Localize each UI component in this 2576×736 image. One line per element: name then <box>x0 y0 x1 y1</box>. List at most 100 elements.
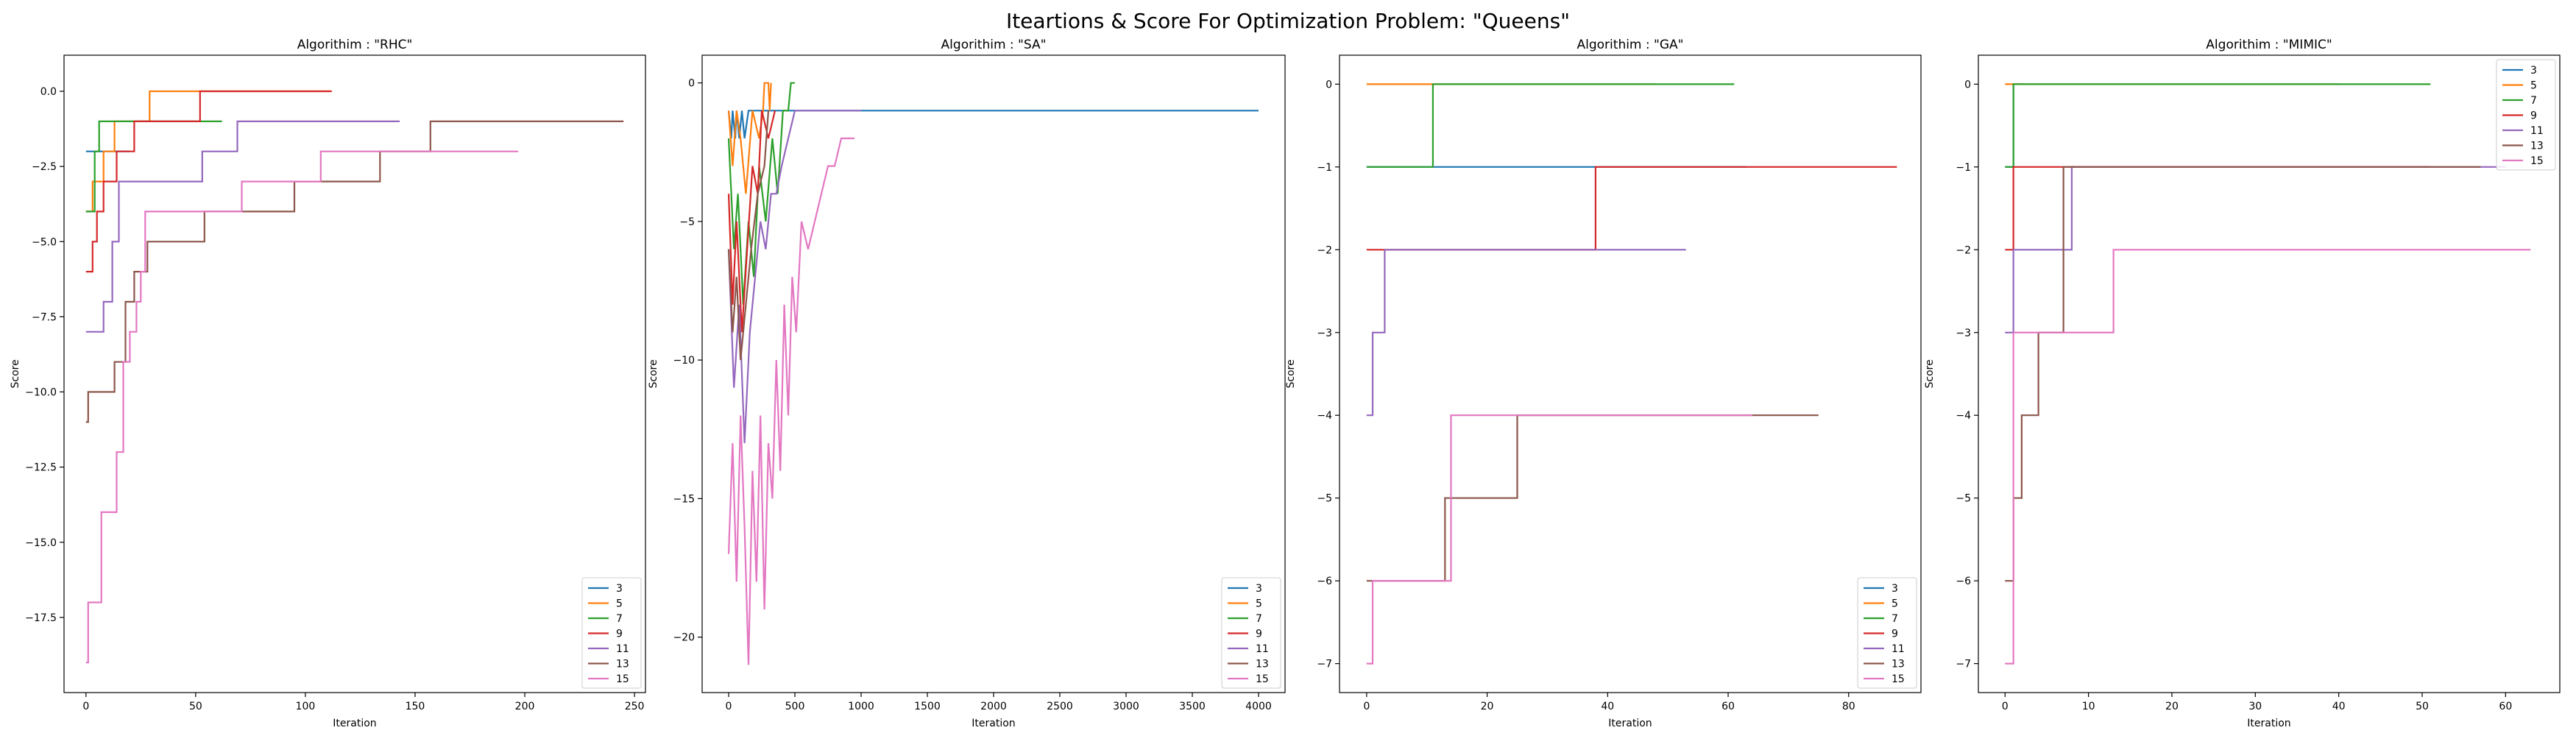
y-tick-label: −6 <box>1956 576 1971 587</box>
y-tick-label: −4 <box>1317 410 1332 422</box>
series-line-9 <box>727 110 776 333</box>
series-line-5 <box>85 90 332 213</box>
x-tick-label: 80 <box>1842 701 1855 712</box>
y-tick-label: 0 <box>688 78 695 90</box>
y-tick-label: −2.5 <box>32 161 57 173</box>
legend-label-13: 13 <box>616 659 629 670</box>
legend-label-13: 13 <box>2530 141 2544 152</box>
legend-label-7: 7 <box>1256 613 1262 625</box>
legend-box <box>1857 577 1917 689</box>
x-tick-label: 50 <box>2416 701 2429 712</box>
subplot-title: Algorithim : "MIMIC" <box>2206 38 2332 52</box>
y-tick-label: −15 <box>673 493 695 505</box>
legend-box <box>2496 59 2556 171</box>
legend-label-13: 13 <box>1892 659 1905 670</box>
legend-label-9: 9 <box>616 629 623 640</box>
series-line-11 <box>85 120 400 333</box>
x-tick-label: 30 <box>2248 701 2262 712</box>
legend-label-15: 15 <box>1256 673 1269 685</box>
figure-title: Iteartions & Score For Optimization Prob… <box>1006 9 1570 33</box>
y-tick-label: −15.0 <box>25 537 57 549</box>
series-line-7 <box>727 82 795 305</box>
x-tick-label: 2000 <box>980 701 1007 712</box>
x-tick-label: 20 <box>1481 701 1494 712</box>
legend-label-13: 13 <box>1256 659 1269 670</box>
y-tick-label: −1 <box>1956 162 1971 174</box>
series-group <box>85 90 624 664</box>
legend-label-5: 5 <box>1256 598 1262 610</box>
legend-label-9: 9 <box>1892 629 1898 640</box>
y-tick-label: −10.0 <box>25 387 57 399</box>
x-axis-label: Iteration <box>333 718 376 729</box>
legend: 3 5 7 9 11 13 15 <box>1857 577 1917 689</box>
x-tick-label: 3000 <box>1113 701 1139 712</box>
y-tick-label: −17.5 <box>25 612 57 624</box>
axes-frame <box>1978 54 2561 693</box>
subplot-title: Algorithim : "RHC" <box>297 38 413 52</box>
y-tick-label: −7.5 <box>32 311 57 323</box>
x-tick-label: 60 <box>1722 701 1735 712</box>
legend-label-5: 5 <box>1892 598 1898 610</box>
y-tick-label: 0 <box>1964 79 1971 91</box>
legend-label-7: 7 <box>2530 95 2537 107</box>
x-tick-label: 0 <box>1363 701 1370 712</box>
legend-label-9: 9 <box>2530 110 2537 122</box>
x-tick-label: 20 <box>2165 701 2179 712</box>
legend-label-15: 15 <box>1892 673 1905 685</box>
legend-label-11: 11 <box>616 643 629 655</box>
y-tick-label: −5.0 <box>32 236 57 248</box>
y-tick-label: −4 <box>1956 410 1971 422</box>
series-line-15 <box>85 150 519 664</box>
legend-label-15: 15 <box>616 673 629 685</box>
y-tick-label: −12.5 <box>25 462 57 474</box>
y-tick-label: −5 <box>679 216 695 228</box>
legend-label-11: 11 <box>1892 643 1905 655</box>
legend: 3 5 7 9 11 13 15 <box>581 577 642 689</box>
legend-label-3: 3 <box>1256 583 1262 595</box>
series-line-5 <box>727 82 772 194</box>
series-line-7 <box>85 120 222 213</box>
y-tick-label: −3 <box>1317 328 1332 339</box>
series-line-15 <box>2005 249 2531 665</box>
legend-label-7: 7 <box>1892 613 1898 625</box>
series-group <box>1366 83 1897 665</box>
legend: 3 5 7 9 11 13 15 <box>1221 577 1281 689</box>
legend-label-15: 15 <box>2530 155 2544 167</box>
series-group <box>2005 83 2531 665</box>
y-axis-label: Score <box>10 359 21 388</box>
axes-frame <box>63 54 646 693</box>
series-line-9 <box>85 90 332 273</box>
x-tick-label: 0 <box>2002 701 2009 712</box>
axes-frame <box>1339 54 1922 693</box>
x-tick-label: 500 <box>785 701 805 712</box>
legend-box <box>581 577 642 689</box>
y-tick-label: −2 <box>1956 244 1971 256</box>
legend-label-3: 3 <box>616 583 623 595</box>
series-line-11 <box>1366 249 1686 417</box>
series-line-7 <box>2005 83 2431 168</box>
legend-label-5: 5 <box>616 598 623 610</box>
x-tick-label: 150 <box>406 701 425 712</box>
y-tick-label: −3 <box>1956 328 1971 339</box>
series-line-7 <box>1366 83 1735 168</box>
x-tick-label: 0 <box>82 701 89 712</box>
y-tick-label: −2 <box>1317 244 1332 256</box>
legend-label-5: 5 <box>2530 80 2537 92</box>
legend-label-11: 11 <box>2530 125 2544 137</box>
y-tick-label: 0.0 <box>40 86 57 98</box>
x-tick-label: 2500 <box>1047 701 1073 712</box>
x-tick-label: 250 <box>625 701 645 712</box>
y-tick-label: −20 <box>673 632 695 644</box>
series-line-13 <box>727 110 770 361</box>
x-tick-label: 40 <box>2332 701 2346 712</box>
subplot-0: Algorithim : "RHC" 0 50 100 150 200 250 −17.5 −1… <box>10 38 646 729</box>
x-tick-label: 1500 <box>914 701 941 712</box>
x-axis-label: Iteration <box>1608 718 1652 729</box>
subplots: Algorithim : "RHC"0 50 100 150 200 250−17.5−1… <box>10 38 2561 729</box>
x-tick-label: 60 <box>2499 701 2512 712</box>
x-tick-label: 100 <box>296 701 316 712</box>
y-tick-label: −5 <box>1956 493 1971 505</box>
subplot-1: Algorithim : "SA" 0 500 1000 1500 2000 2500 300… <box>648 38 1286 729</box>
